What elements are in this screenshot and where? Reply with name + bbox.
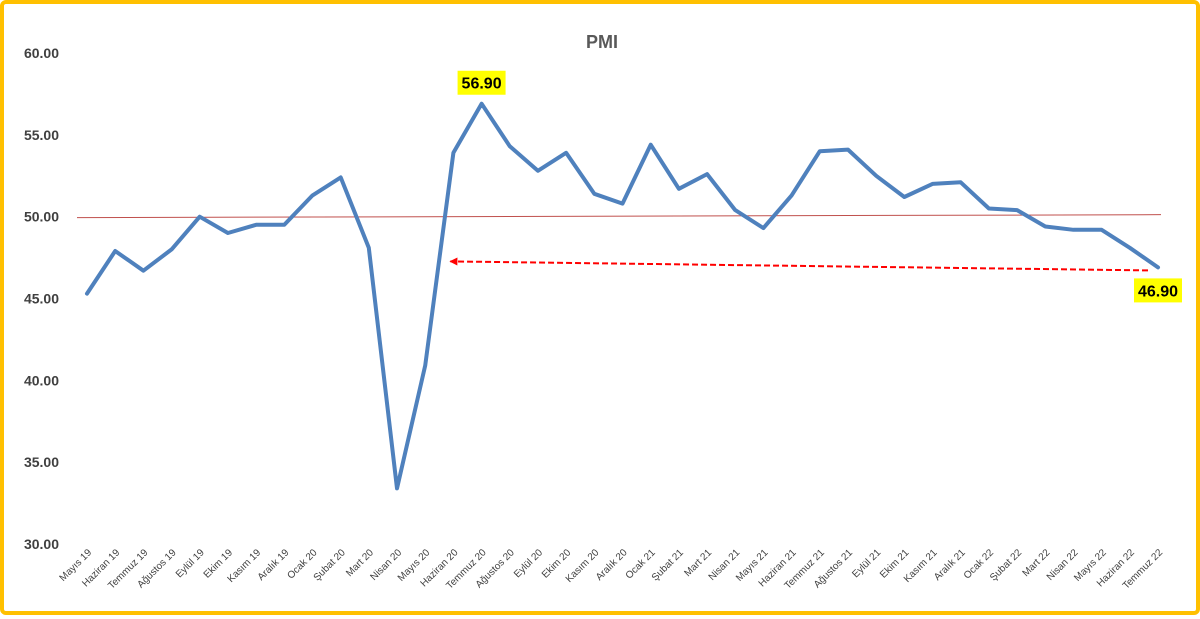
x-tick-label: Şubat 22: [988, 547, 1024, 583]
callout-box: [457, 70, 506, 95]
dashed-arrow: [449, 257, 1149, 272]
x-tick-label: Aralık 20: [594, 547, 630, 583]
callout-label: 56.90: [462, 76, 502, 93]
x-tick-label: Aralık 19: [256, 547, 292, 583]
y-tick-label: 60.00: [24, 45, 59, 61]
reference-line-group: [76, 214, 1162, 219]
arrow-group: [449, 257, 1149, 272]
x-tick-label: Eylül 19: [174, 547, 207, 580]
series-line: [85, 101, 1160, 491]
y-tick-label: 55.00: [24, 127, 59, 143]
reference-line: [76, 214, 1162, 219]
x-tick-label: Eylül 21: [850, 547, 883, 580]
y-tick-label: 40.00: [24, 372, 59, 388]
callout-label: 46.90: [1138, 283, 1178, 300]
series-group: [85, 101, 1160, 491]
x-tick-label: Şubat 21: [650, 547, 686, 583]
pmi-line-chart: PMI 30.0035.0040.0045.0050.0055.0060.00 …: [24, 32, 1182, 592]
chart-title: PMI: [586, 32, 618, 52]
callouts-group: 56.90 46.90: [457, 70, 1182, 303]
y-tick-label: 30.00: [24, 536, 59, 552]
y-axis-ticks: 30.00 35.00 40.00 45.00 50.00 55.00 60.00: [24, 45, 59, 552]
callout-box: [1134, 278, 1182, 303]
y-tick-label: 35.00: [24, 454, 59, 470]
x-tick-label: Aralık 21: [932, 547, 968, 583]
y-tick-label: 45.00: [24, 291, 59, 307]
x-tick-label: Eylül 20: [512, 547, 545, 580]
y-tick-label: 50.00: [24, 209, 59, 225]
x-tick-label: Şubat 20: [312, 547, 348, 583]
